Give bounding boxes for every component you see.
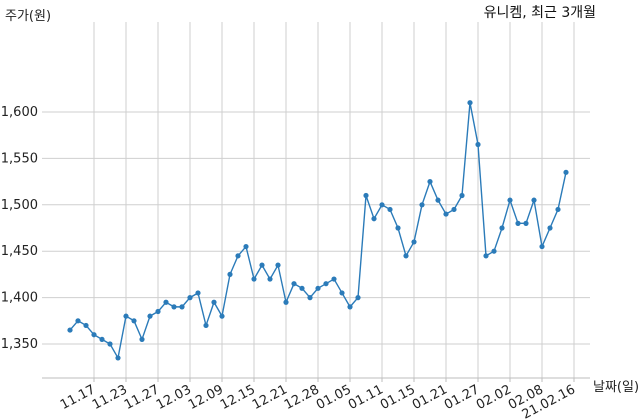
price-point [99, 336, 105, 342]
price-point [539, 243, 545, 250]
axes [42, 377, 590, 382]
price-point [339, 290, 345, 296]
price-point [243, 243, 249, 250]
price-point [363, 192, 369, 199]
price-point [483, 253, 489, 259]
price-point [419, 202, 425, 208]
price-point [547, 225, 553, 231]
price-point [115, 355, 121, 361]
price-point [443, 211, 449, 217]
price-point [411, 239, 417, 245]
price-point [427, 179, 433, 185]
price-point [299, 285, 305, 291]
price-point [475, 141, 481, 148]
price-point [195, 290, 201, 296]
price-point [291, 281, 297, 287]
price-point [155, 308, 161, 315]
price-point [387, 206, 393, 213]
price-point [147, 313, 153, 319]
price-point [507, 197, 513, 203]
price-point [107, 341, 113, 347]
price-series [67, 100, 569, 361]
price-point [379, 202, 385, 208]
y-axis-label: 주가(원) [5, 9, 51, 24]
y-tick-label: 1,350 [1, 337, 38, 352]
price-point [315, 285, 321, 291]
price-point [531, 197, 537, 203]
price-point [203, 322, 209, 329]
price-point [467, 100, 473, 106]
y-tick-label: 1,450 [1, 244, 38, 259]
chart-title: 유니켐, 최근 3개월 [484, 5, 596, 21]
price-point [355, 295, 361, 301]
price-point [331, 276, 337, 282]
price-point [451, 206, 457, 213]
y-tick-label: 1,500 [1, 198, 38, 213]
price-point [323, 281, 329, 287]
y-tick-label: 1,550 [1, 151, 38, 166]
price-point [235, 253, 241, 259]
price-point [371, 216, 377, 222]
price-point [187, 295, 193, 301]
chart-labels: 주가(원) 유니켐, 최근 3개월 날짜(일) [5, 5, 639, 395]
price-point [179, 304, 185, 310]
price-point [259, 262, 265, 268]
price-point [523, 220, 529, 226]
price-point [403, 253, 409, 259]
price-point [491, 248, 497, 254]
price-point [227, 271, 233, 277]
price-point [139, 336, 145, 342]
price-point [435, 197, 441, 203]
price-point [515, 220, 521, 226]
price-point [211, 299, 217, 305]
price-point [395, 225, 401, 231]
price-point [267, 276, 273, 282]
price-point [555, 206, 561, 213]
x-axis-label: 날짜(일) [593, 380, 639, 395]
price-point [563, 169, 569, 175]
price-point [499, 225, 505, 231]
price-point [283, 299, 289, 305]
price-point [91, 332, 97, 338]
grid-lines [42, 22, 590, 378]
price-point [67, 327, 73, 333]
price-point [347, 304, 353, 310]
price-point [307, 295, 313, 301]
price-point [163, 299, 169, 305]
price-point [251, 276, 257, 282]
price-point [275, 262, 281, 268]
y-tick-label: 1,400 [1, 291, 38, 306]
price-point [459, 192, 465, 199]
price-point [83, 322, 89, 329]
price-point [75, 318, 81, 324]
price-point [123, 313, 129, 319]
y-tick-label: 1,600 [1, 105, 38, 120]
price-point [131, 318, 137, 324]
price-point [219, 313, 225, 319]
price-point [171, 304, 177, 310]
tick-labels: 1,3501,4001,4501,5001,5501,60011.1711.23… [1, 105, 578, 419]
